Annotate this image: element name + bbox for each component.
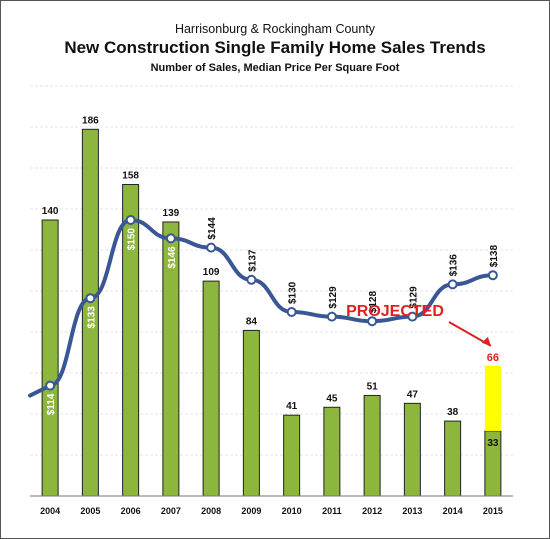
bar-2014 <box>444 420 462 497</box>
gridlines <box>30 85 513 456</box>
price-label-2014: $136 <box>449 254 460 277</box>
price-point-2012 <box>367 316 378 327</box>
x-tick-2006: 2006 <box>121 506 141 516</box>
price-point-2005 <box>85 293 96 304</box>
x-tick-2015: 2015 <box>483 506 503 516</box>
x-tick-2014: 2014 <box>443 506 463 516</box>
projected-arrow-head <box>481 336 491 346</box>
x-axis: 2004 2005 2006 2007 2008 2009 2010 2011 2012 2013… <box>30 495 513 516</box>
bar-label-2006: 158 <box>122 171 139 182</box>
price-label-2015: $138 <box>489 245 500 268</box>
price-point-2006 <box>125 215 136 225</box>
price-point-2014 <box>447 279 458 290</box>
bar-2009 <box>242 329 260 497</box>
bar-label-2010: 41 <box>286 401 298 412</box>
price-point-2010 <box>286 307 297 317</box>
projected-label: PROJECTED <box>346 303 444 320</box>
price-label-2009: $137 <box>247 249 258 272</box>
price-label-2010: $130 <box>288 281 299 304</box>
price-point-2011 <box>326 311 337 322</box>
x-tick-2004: 2004 <box>40 506 60 516</box>
bar-2013 <box>403 402 421 497</box>
price-point-2013 <box>407 311 418 322</box>
price-label-2013: $129 <box>408 286 419 309</box>
projected-annotation: PROJECTED 66 <box>346 303 499 364</box>
chart-title-line1: Harrisonburg & Rockingham County <box>175 22 376 36</box>
x-tick-2008: 2008 <box>201 506 221 516</box>
price-point-2004 <box>45 380 56 391</box>
price-point-2015 <box>487 270 498 281</box>
price-label-2004: $114 <box>46 393 57 415</box>
price-label-2011: $129 <box>328 286 339 309</box>
price-label-2007: $146 <box>167 246 178 269</box>
price-point-2008 <box>206 242 217 253</box>
bar-label-2004: 140 <box>42 206 59 217</box>
x-tick-2005: 2005 <box>80 506 100 516</box>
bar-label-2005: 186 <box>82 115 99 126</box>
projected-bar-segment <box>484 365 501 431</box>
bar-label-2007: 139 <box>163 208 180 219</box>
bar-2011 <box>323 406 341 497</box>
bar-2004 <box>41 219 59 497</box>
bar-label-2013: 47 <box>407 389 419 400</box>
price-line-series: $114 $133 $150 $146 $144 $137 $130 $129 $128 $129… <box>28 215 500 415</box>
x-tick-2011: 2011 <box>322 506 342 516</box>
x-tick-2013: 2013 <box>402 506 422 516</box>
projected-value-label: 66 <box>487 352 499 364</box>
price-label-2006: $150 <box>127 228 138 251</box>
bar-label-2012: 51 <box>367 381 379 392</box>
bar-2012 <box>363 394 381 497</box>
bar-label-2014: 38 <box>447 407 459 418</box>
bar-label-2009: 84 <box>246 316 258 327</box>
price-label-2008: $144 <box>207 217 218 240</box>
chart-subtitle: Number of Sales, Median Price Per Square… <box>151 62 400 74</box>
price-label-2012: $128 <box>368 291 379 314</box>
bar-2010 <box>283 414 301 497</box>
bar-label-2008: 109 <box>203 267 220 278</box>
bar-label-2015: 33 <box>487 438 499 449</box>
bar-series: 140 186 158 139 109 84 41 45 51 47 38 33 <box>41 115 502 497</box>
bar-label-2011: 45 <box>326 393 338 404</box>
chart-title: New Construction Single Family Home Sale… <box>64 38 485 57</box>
price-point-2007 <box>165 233 176 244</box>
x-tick-2007: 2007 <box>161 506 181 516</box>
x-tick-2009: 2009 <box>241 506 261 516</box>
x-tick-2010: 2010 <box>282 506 302 516</box>
bar-2008 <box>202 280 220 497</box>
x-tick-2012: 2012 <box>362 506 382 516</box>
price-label-2005: $133 <box>86 306 97 329</box>
price-point-2009 <box>246 274 257 285</box>
